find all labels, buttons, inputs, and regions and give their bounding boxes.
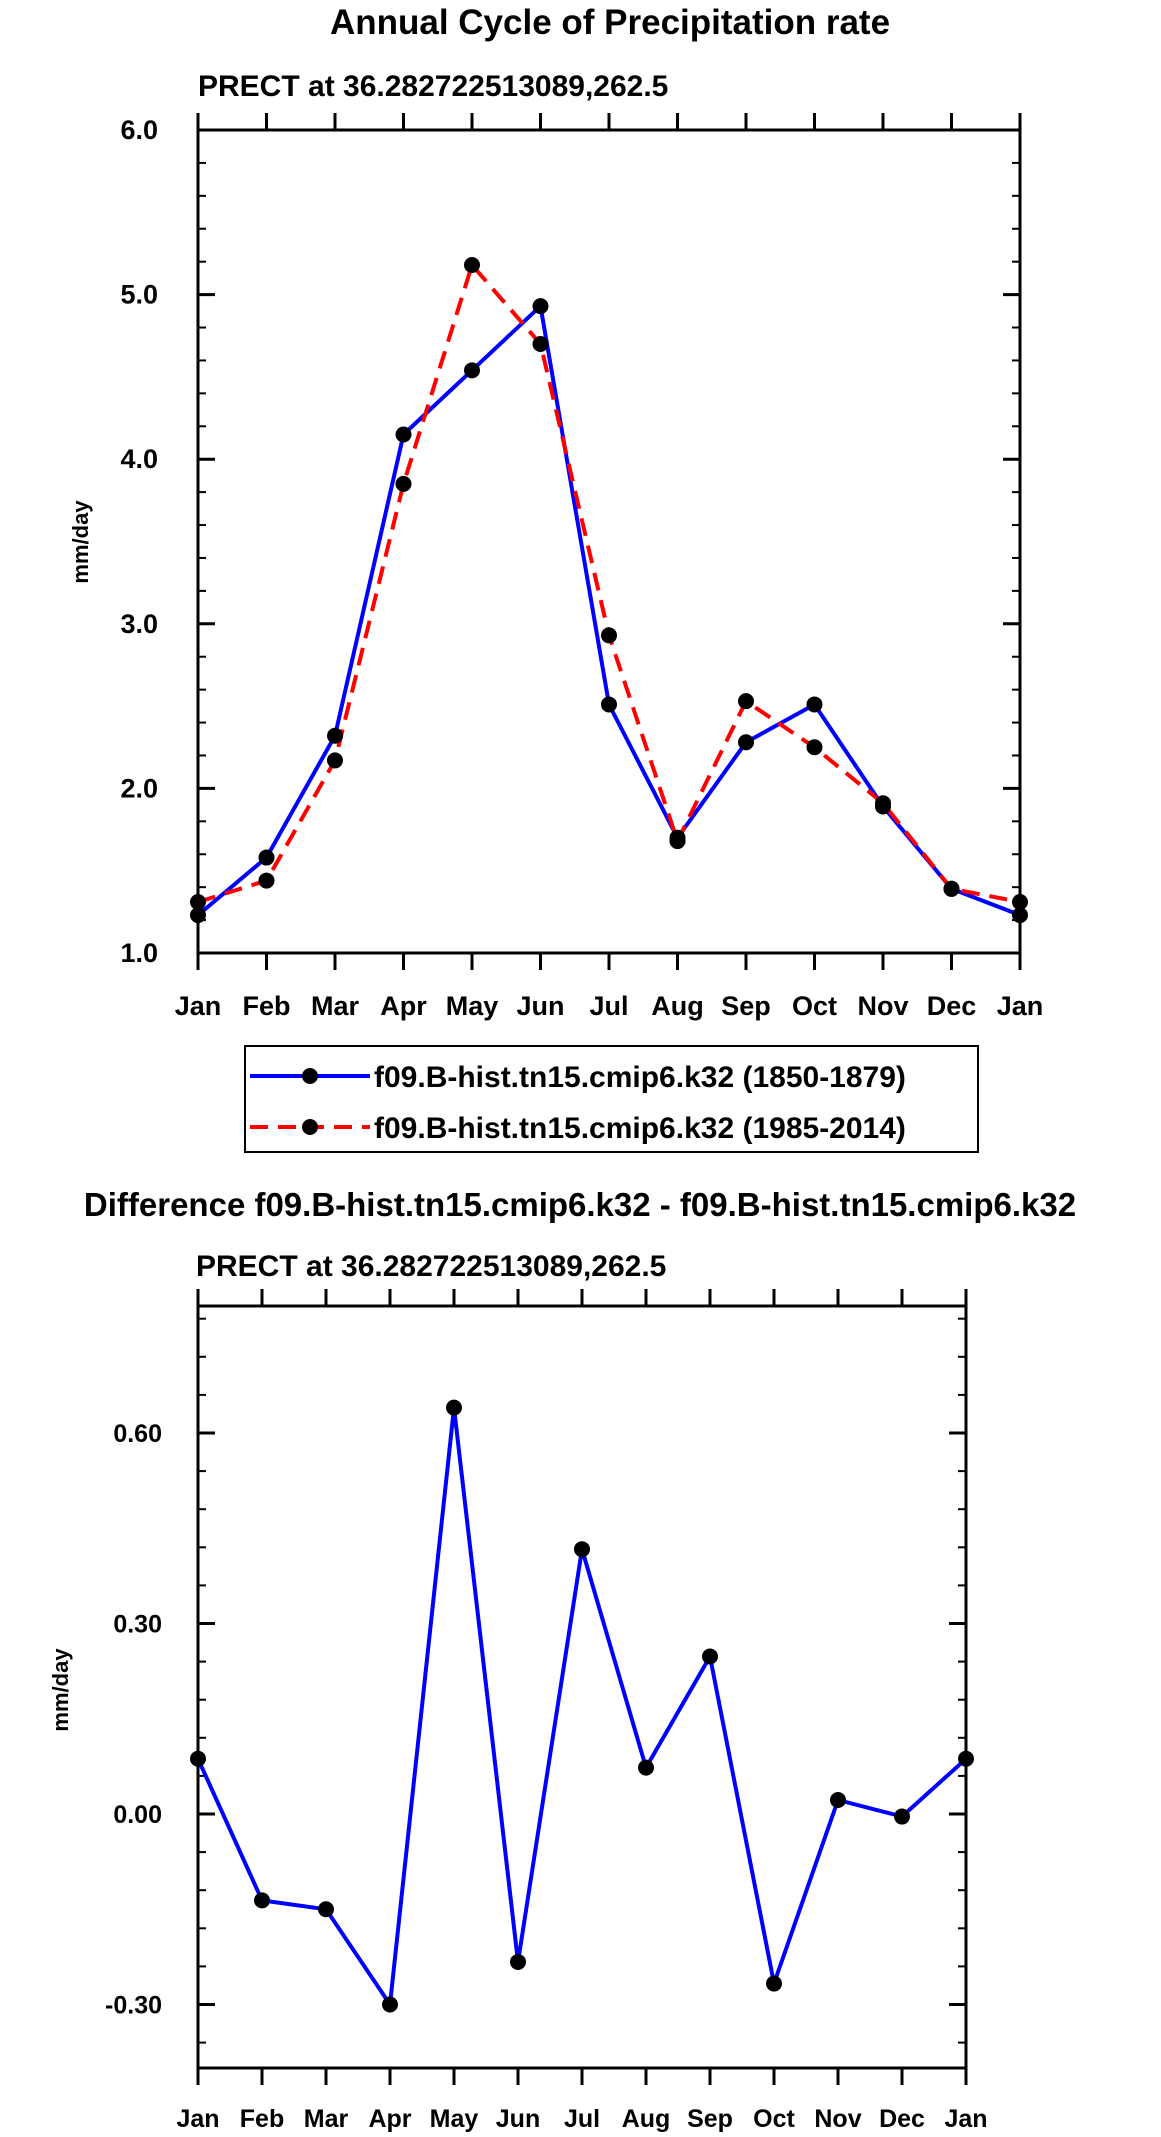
chart1-series-line-1 (196, 304, 1021, 917)
chart1-series-1-point (258, 849, 275, 866)
chart2-series-line-1 (196, 1405, 968, 2007)
chart2-subtitle: PRECT at 36.282722513089,262.5 (196, 1250, 666, 1283)
chart1-series-1-point (190, 907, 206, 924)
chart2-series-1-point (574, 1541, 590, 1558)
chart1-xtick-label: Jan (997, 991, 1044, 1021)
chart1-series-2-point (806, 739, 823, 756)
chart1-series-2-point (875, 795, 891, 812)
chart1-xtick-label: Dec (927, 991, 977, 1021)
chart2-xtick-label: Dec (879, 2105, 925, 2133)
chart2-ytick-label: 0.30 (113, 1611, 162, 1639)
chart2-series-1-point (958, 1750, 974, 1767)
chart1-series-1-point (738, 734, 754, 751)
chart1-xtick-label: Mar (311, 991, 360, 1021)
legend: f09.B-hist.tn15.cmip6.k32 (1850-1879) f0… (244, 1045, 979, 1153)
chart2-series-1-point (382, 1996, 398, 2013)
chart1-series-2-point (669, 833, 686, 850)
chart2-title: Difference f09.B-hist.tn15.cmip6.k32 - f… (84, 1186, 1076, 1223)
chart1-xtick-label: Nov (857, 991, 908, 1021)
chart1-series-1-point (464, 362, 480, 379)
chart2-xtick-label: May (430, 2105, 479, 2133)
chart1-ytick-label: 6.0 (120, 115, 158, 145)
chart1-plot: 1.0 2.0 3.0 4.0 5.0 6.0 Jan Feb Mar Apr May Jun Jul A… (120, 113, 1043, 1021)
chart1-series-line-2 (197, 263, 1021, 904)
chart1-xtick-label: Feb (242, 991, 290, 1021)
legend-marker-1 (302, 1068, 318, 1084)
chart1-subtitle: PRECT at 36.282722513089,262.5 (198, 70, 668, 103)
chart2-plot-frame (196, 1304, 968, 2070)
chart1-ytick-label: 5.0 (120, 280, 158, 310)
chart2-xtick-label: Jul (564, 2105, 600, 2133)
chart2-series-1-point (894, 1808, 910, 1825)
chart2-xtick-label: Jan (944, 2105, 987, 2133)
legend-box (244, 1045, 979, 1153)
chart2-series-1-point (638, 1759, 654, 1776)
chart1-title: Annual Cycle of Precipitation rate (330, 3, 890, 42)
chart1-series-2-point (327, 752, 343, 769)
legend-label-1: f09.B-hist.tn15.cmip6.k32 (1850-1879) (374, 1061, 906, 1094)
chart2-xtick-label: Aug (622, 2105, 671, 2133)
chart1-series-1-point (1012, 907, 1028, 924)
chart2-xtick-label: Mar (304, 2105, 349, 2133)
chart2-xtick-label: Apr (368, 2105, 411, 2133)
chart1-series-1-point (327, 727, 343, 744)
chart2-series-1-point (318, 1901, 334, 1918)
chart2-ytick-label: -0.30 (105, 1992, 162, 2020)
chart2-xtick-label: Sep (687, 2105, 733, 2133)
chart2-xtick-label: Jan (176, 2105, 219, 2133)
chart1-ytick-label: 3.0 (120, 609, 158, 639)
chart2-series-1-point (510, 1953, 526, 1970)
chart1-xtick-label: Aug (651, 991, 703, 1021)
chart1-series-1-point (601, 696, 617, 713)
chart1-series-2-point (943, 880, 960, 897)
chart1-xtick-label: Sep (721, 991, 771, 1021)
chart2-series-1-point (446, 1399, 462, 1416)
chart1-series-1-point (395, 426, 412, 443)
chart1-ytick-label: 2.0 (120, 773, 158, 803)
legend-label-2: f09.B-hist.tn15.cmip6.k32 (1985-2014) (374, 1112, 906, 1145)
chart1-series-1-point (532, 298, 549, 315)
chart1-xtick-label: May (446, 991, 499, 1021)
legend-marker-2 (302, 1119, 318, 1135)
chart1-series-2-point (1012, 893, 1028, 910)
chart1-ytick-label: 1.0 (120, 938, 158, 968)
chart1-series-2-point (601, 627, 617, 644)
chart1-ylabel: mm/day (68, 500, 93, 584)
chart1-series-2-point (532, 335, 549, 352)
chart1-xtick-label: Jun (516, 991, 564, 1021)
chart2-xtick-label: Nov (814, 2105, 861, 2133)
chart2-xtick-label: Jun (496, 2105, 540, 2133)
chart2-xtick-label: Feb (240, 2105, 284, 2133)
chart1-ytick-label: 4.0 (120, 444, 158, 474)
chart1-series-2-point (738, 693, 754, 710)
chart2-ytick-label: 0.60 (113, 1420, 162, 1448)
chart1-series-2-point (464, 256, 480, 273)
chart2-series-1-point (766, 1975, 782, 1992)
chart2-ylabel: mm/day (48, 1648, 73, 1732)
chart1-series-1-point (806, 696, 823, 713)
chart2-ytick-label: 0.00 (113, 1801, 162, 1829)
chart2-plot: -0.30 0.00 0.30 0.60 Jan Feb Mar Apr May Jun Jul Au… (105, 1289, 988, 2133)
chart1-series-2-point (395, 475, 412, 492)
chart2-xtick-label: Oct (753, 2105, 795, 2133)
chart1-xtick-label: Apr (380, 991, 427, 1021)
chart2-series-1-point (702, 1648, 718, 1665)
chart1-series-2-point (258, 872, 275, 889)
chart1-xtick-label: Jan (175, 991, 222, 1021)
chart2-series-1-point (830, 1792, 846, 1809)
chart2-series-1-point (190, 1750, 206, 1767)
chart1-xtick-label: Jul (589, 991, 628, 1021)
chart1-xtick-label: Oct (792, 991, 837, 1021)
chart1-series-2-point (190, 893, 206, 910)
chart1-plot-frame (196, 128, 1022, 955)
chart2-series-1-point (254, 1892, 270, 1909)
